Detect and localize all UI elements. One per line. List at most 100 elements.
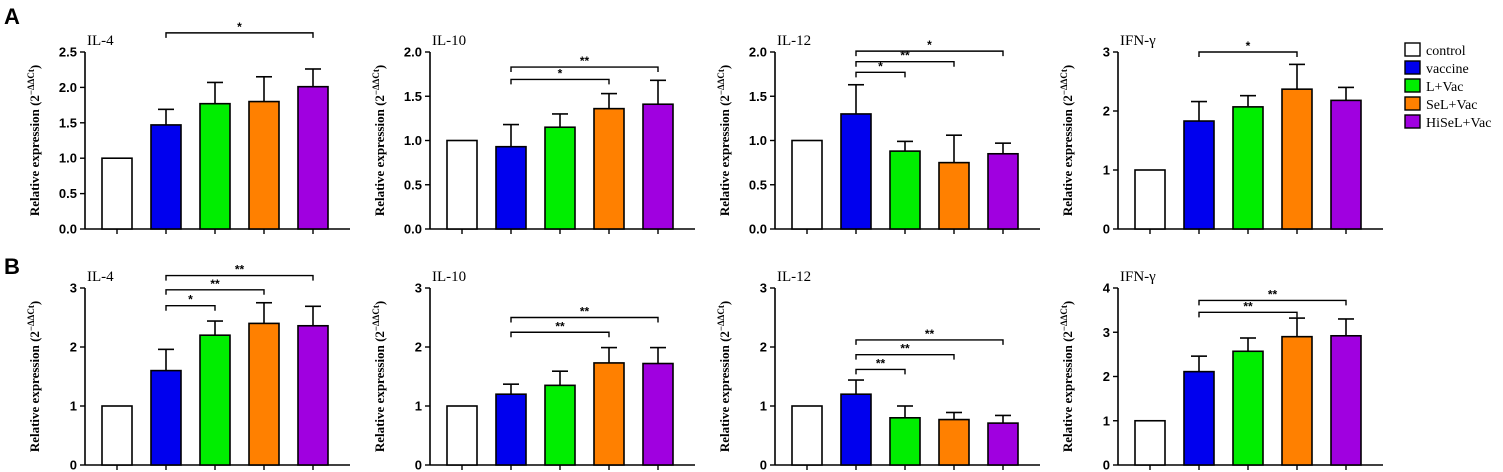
significance-bracket: ** — [855, 327, 1004, 345]
y-tick-label: 0.5 — [59, 186, 77, 201]
y-axis-label: Relative expression (2−ΔΔCt) — [1059, 301, 1075, 452]
y-tick-label: 3 — [1103, 325, 1110, 340]
y-axis-label: Relative expression (2−ΔΔCt) — [716, 65, 732, 216]
legend-item: control — [1404, 42, 1466, 59]
significance-line — [165, 32, 314, 38]
bar-hisel-vac — [987, 422, 1019, 466]
legend-label: vaccine — [1426, 62, 1469, 77]
y-tick-label: 2 — [1103, 104, 1110, 119]
legend-swatch — [1404, 60, 1421, 75]
significance-bracket: * — [855, 59, 906, 78]
y-tick-label: 1.5 — [59, 115, 77, 130]
bar-sel-vac — [938, 418, 970, 466]
significance-label: ** — [900, 49, 910, 63]
bar-control — [791, 139, 823, 230]
significance-bracket: ** — [510, 54, 659, 73]
y-axis-label: Relative expression (2−ΔΔCt) — [26, 301, 42, 452]
significance-bracket: ** — [510, 319, 610, 338]
chart-a-3: IL-12 Relative expression (2−ΔΔCt) 0.0 0.5 1… — [716, 33, 1040, 237]
y-tick-label: 1.5 — [749, 89, 767, 104]
y-tick-label: 1 — [760, 399, 767, 414]
legend-label: SeL+Vac — [1426, 98, 1477, 113]
bar-vaccine — [495, 393, 527, 466]
y-tick-label: 2 — [1103, 369, 1110, 384]
chart-title: IFN-γ — [1120, 33, 1156, 49]
legend-item: SeL+Vac — [1404, 96, 1477, 113]
significance-bracket: * — [1198, 39, 1298, 57]
y-tick-label: 2.0 — [59, 80, 77, 95]
significance-line — [855, 368, 906, 375]
chart-a-4: IFN-γ Relative expression (2−ΔΔCt) 0 1 2 3 * — [1059, 33, 1383, 237]
y-tick-label: 0 — [760, 458, 767, 472]
legend-label: control — [1426, 44, 1466, 59]
bar-control — [446, 139, 478, 230]
legend-swatch — [1404, 78, 1421, 93]
significance-line — [1198, 299, 1347, 306]
significance-label: * — [1246, 39, 1251, 53]
bar-control — [101, 157, 133, 230]
y-tick-label: 0.0 — [749, 222, 767, 237]
y-tick-label: 0.5 — [749, 177, 767, 192]
chart-a-2: IL-10 Relative expression (2−ΔΔCt) 0.0 0.5 1… — [371, 33, 695, 237]
legend: control vaccine L+Vac SeL+Vac HiSeL+Vac — [1404, 42, 1491, 131]
bar-sel-vac — [593, 362, 625, 466]
significance-label: ** — [235, 263, 245, 277]
bar-vaccine — [150, 369, 182, 466]
bar-l-vac — [199, 334, 231, 466]
bar-hisel-vac — [642, 103, 674, 230]
bar-l-vac — [544, 126, 576, 230]
y-tick-label: 0.0 — [404, 222, 422, 237]
y-axis-label: Relative expression (2−ΔΔCt) — [371, 301, 387, 452]
significance-line — [855, 339, 1004, 345]
bar-hisel-vac — [297, 324, 329, 466]
chart-title: IL-4 — [87, 33, 114, 49]
significance-bracket: ** — [855, 342, 955, 360]
bar-l-vac — [889, 416, 921, 466]
chart-title: IL-10 — [432, 33, 466, 49]
bar-sel-vac — [248, 100, 280, 230]
significance-bracket: * — [165, 20, 314, 38]
chart-title: IL-4 — [87, 269, 114, 285]
significance-label: * — [878, 59, 883, 73]
legend-swatch — [1404, 114, 1421, 129]
bar-control — [791, 405, 823, 466]
chart-b-2: IL-10 Relative expression (2−ΔΔCt) 0 1 2 3 ** *… — [371, 269, 695, 472]
y-tick-label: 3 — [1103, 45, 1110, 60]
significance-label: ** — [210, 277, 220, 291]
significance-bracket: ** — [855, 49, 955, 67]
significance-bracket: ** — [855, 356, 906, 375]
bar-l-vac — [1232, 106, 1264, 230]
bar-l-vac — [889, 150, 921, 230]
bar-control — [446, 405, 478, 466]
significance-label: * — [927, 38, 932, 52]
chart-title: IL-12 — [777, 269, 811, 285]
y-tick-label: 2 — [760, 340, 767, 355]
significance-label: ** — [925, 327, 935, 341]
bar-hisel-vac — [1330, 99, 1362, 230]
y-tick-label: 1.5 — [404, 89, 422, 104]
y-tick-label: 1 — [70, 399, 77, 414]
significance-line — [165, 305, 216, 311]
significance-bracket: ** — [1198, 299, 1298, 318]
y-tick-label: 4 — [1103, 281, 1111, 296]
significance-label: ** — [900, 342, 910, 356]
significance-line — [855, 61, 955, 67]
y-tick-label: 0.0 — [59, 222, 77, 237]
legend-item: L+Vac — [1404, 78, 1463, 95]
bar-control — [1134, 169, 1166, 230]
bar-vaccine — [1183, 120, 1215, 230]
significance-label: ** — [580, 305, 590, 319]
bar-vaccine — [1183, 370, 1215, 466]
y-tick-label: 3 — [70, 281, 77, 296]
significance-label: * — [188, 293, 193, 307]
significance-label: ** — [876, 356, 886, 370]
bar-hisel-vac — [642, 362, 674, 466]
bar-hisel-vac — [297, 85, 329, 230]
legend-item: vaccine — [1404, 60, 1469, 77]
panel-label-b: B — [4, 254, 20, 279]
significance-line — [510, 66, 659, 73]
y-axis-label: Relative expression (2−ΔΔCt) — [716, 301, 732, 452]
y-tick-label: 1.0 — [749, 133, 767, 148]
